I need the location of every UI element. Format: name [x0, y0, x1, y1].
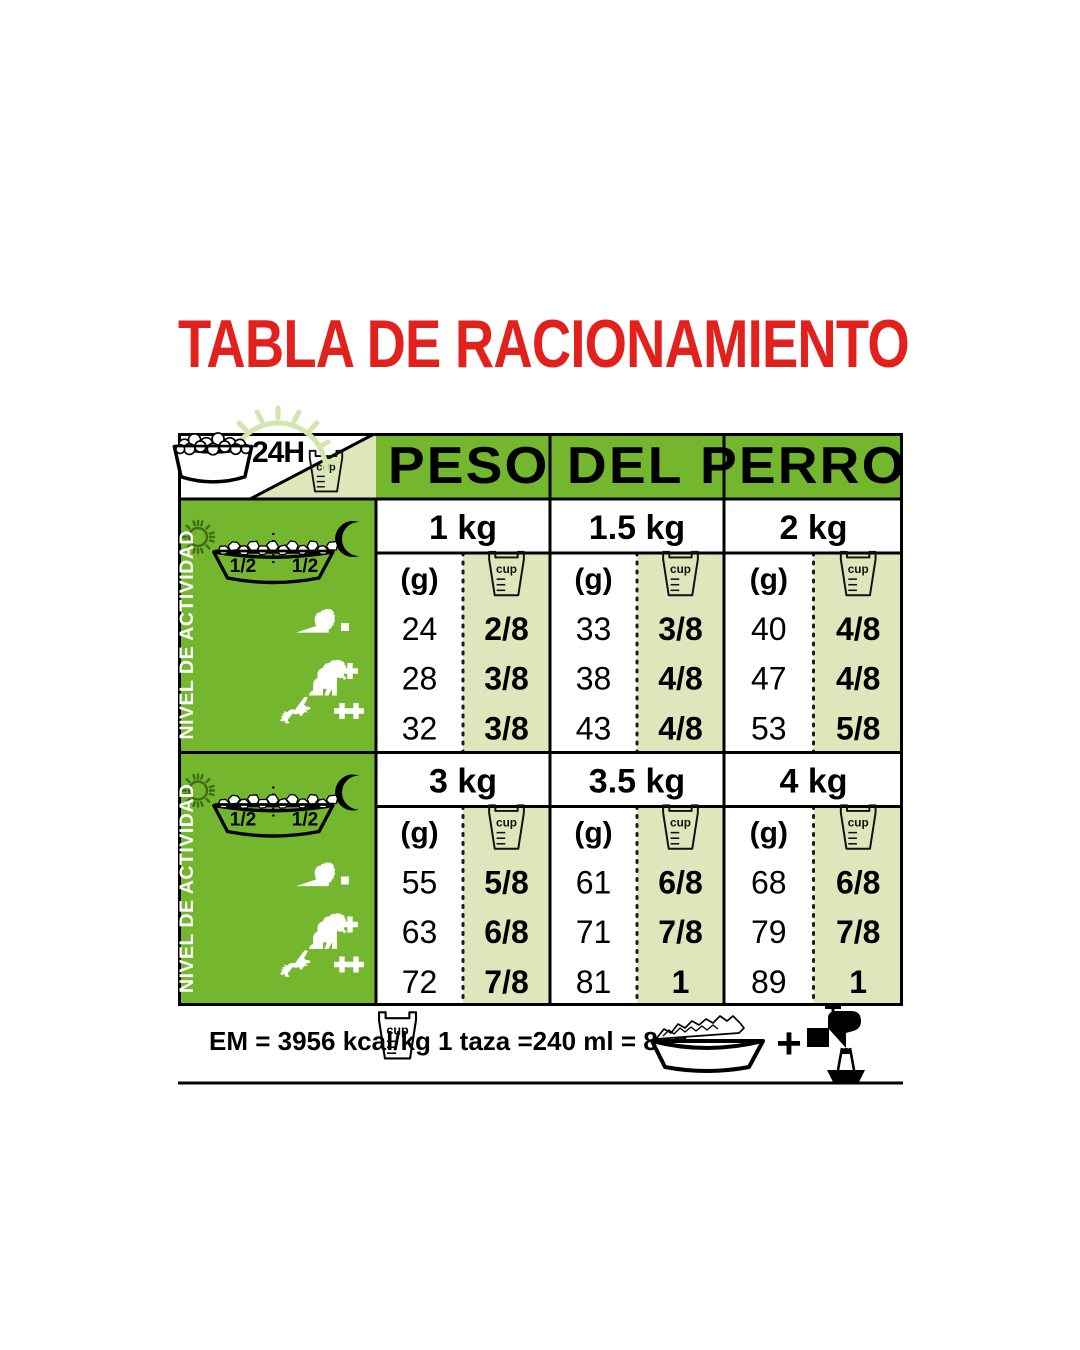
svg-text:+: + [776, 1019, 802, 1068]
